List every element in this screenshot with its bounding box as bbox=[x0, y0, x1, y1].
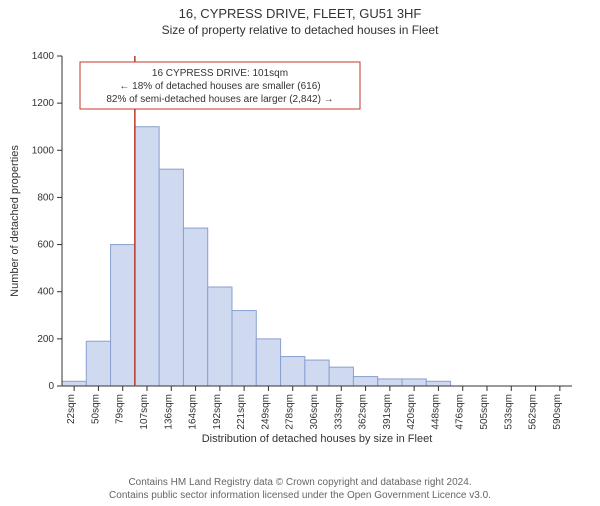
histogram-bar bbox=[305, 360, 329, 386]
histogram-bar bbox=[86, 341, 110, 386]
x-tick-label: 306sqm bbox=[309, 394, 320, 430]
y-tick-label: 800 bbox=[37, 192, 54, 203]
x-tick-label: 420sqm bbox=[406, 394, 417, 430]
y-tick-label: 1200 bbox=[32, 98, 55, 109]
x-tick-label: 362sqm bbox=[358, 394, 369, 430]
x-tick-label: 22sqm bbox=[66, 394, 77, 424]
annotation-line: ← 18% of detached houses are smaller (61… bbox=[119, 81, 320, 92]
x-tick-label: 192sqm bbox=[212, 394, 223, 430]
y-tick-label: 400 bbox=[37, 287, 54, 298]
histogram-bar bbox=[62, 381, 86, 386]
x-tick-label: 136sqm bbox=[163, 394, 174, 430]
x-tick-label: 448sqm bbox=[430, 394, 441, 430]
histogram-bar bbox=[208, 287, 232, 386]
x-tick-label: 221sqm bbox=[236, 394, 247, 430]
histogram-bar bbox=[256, 339, 280, 386]
histogram-bar bbox=[329, 367, 353, 386]
chart-container: 0 200 400 600 800 1000 1200 1400 22sqm 50sqm 79sqm… bbox=[0, 46, 600, 446]
y-tick-label: 600 bbox=[37, 240, 54, 251]
y-tick-label: 1000 bbox=[32, 145, 55, 156]
annotation-line: 82% of semi-detached houses are larger (… bbox=[106, 94, 333, 105]
x-tick-label: 476sqm bbox=[455, 394, 466, 430]
histogram-bar bbox=[281, 357, 305, 386]
histogram-bar bbox=[135, 127, 159, 386]
x-tick-label: 505sqm bbox=[479, 394, 490, 430]
x-tick-label: 562sqm bbox=[528, 394, 539, 430]
y-tick-label: 0 bbox=[48, 381, 54, 392]
histogram-bar bbox=[353, 377, 377, 386]
histogram-bar bbox=[426, 381, 450, 386]
x-tick-label: 164sqm bbox=[188, 394, 199, 430]
x-tick-label: 533sqm bbox=[503, 394, 514, 430]
page-title: 16, CYPRESS DRIVE, FLEET, GU51 3HF bbox=[0, 6, 600, 21]
x-tick-label: 333sqm bbox=[333, 394, 344, 430]
histogram-bar bbox=[183, 228, 207, 386]
x-tick-label: 278sqm bbox=[285, 394, 296, 430]
page-subtitle: Size of property relative to detached ho… bbox=[0, 23, 600, 37]
x-tick-label: 249sqm bbox=[260, 394, 271, 430]
histogram-bar bbox=[378, 379, 402, 386]
histogram-chart: 0 200 400 600 800 1000 1200 1400 22sqm 50sqm 79sqm… bbox=[0, 46, 600, 446]
x-tick-label: 391sqm bbox=[382, 394, 393, 430]
footer-line-2: Contains public sector information licen… bbox=[0, 489, 600, 502]
histogram-bar bbox=[402, 379, 426, 386]
x-tick-label: 79sqm bbox=[115, 394, 126, 424]
y-tick-label: 1400 bbox=[32, 51, 55, 62]
x-tick-label: 590sqm bbox=[552, 394, 563, 430]
histogram-bar bbox=[232, 311, 256, 386]
x-tick-label: 107sqm bbox=[139, 394, 150, 430]
histogram-bar bbox=[111, 245, 135, 386]
histogram-bar bbox=[159, 169, 183, 386]
y-tick-label: 200 bbox=[37, 334, 54, 345]
annotation-line: 16 CYPRESS DRIVE: 101sqm bbox=[152, 68, 288, 79]
y-axis-label: Number of detached properties bbox=[9, 145, 21, 297]
footer-line-1: Contains HM Land Registry data © Crown c… bbox=[0, 476, 600, 489]
x-axis-label: Distribution of detached houses by size … bbox=[202, 433, 433, 445]
footer: Contains HM Land Registry data © Crown c… bbox=[0, 476, 600, 502]
x-tick-label: 50sqm bbox=[90, 394, 101, 424]
